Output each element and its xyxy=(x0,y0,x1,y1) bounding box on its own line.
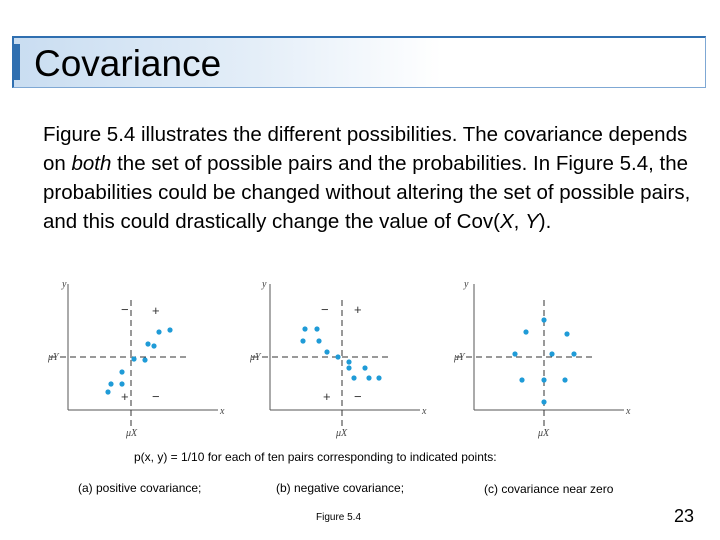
mu-y-label: μY xyxy=(249,352,262,363)
data-point xyxy=(167,327,173,333)
mu-x-label: μX xyxy=(537,428,550,439)
data-point xyxy=(145,341,151,347)
data-point xyxy=(562,377,568,383)
data-point xyxy=(523,329,529,335)
x-axis-label: x xyxy=(421,406,427,417)
caption-b: (b) negative covariance; xyxy=(276,481,405,495)
figure-b-plot: y x μY μX − + + − xyxy=(249,279,427,439)
sign-top-left: − xyxy=(321,302,329,317)
sign-top-right: + xyxy=(354,302,362,317)
paragraph-end: ). xyxy=(538,210,552,233)
data-point xyxy=(541,399,547,405)
x-axis-label: x xyxy=(219,406,225,417)
figure-c-plot: y x μY μX xyxy=(453,279,631,439)
y-axis-label: y xyxy=(463,279,469,290)
data-point xyxy=(108,381,114,387)
data-point xyxy=(571,351,577,357)
sign-bottom-right: − xyxy=(354,389,362,404)
paragraph-emphasis: both xyxy=(71,152,112,175)
data-point xyxy=(142,357,148,363)
data-point xyxy=(541,377,547,383)
var-x: X xyxy=(499,210,514,233)
sign-top-left: − xyxy=(121,302,129,317)
paragraph-part-1: Figure 5.4 illustrates the different pos… xyxy=(43,123,688,175)
page-number: 23 xyxy=(674,506,695,526)
paragraph-part-2: the set of possible pairs and the probab… xyxy=(43,152,691,233)
data-point xyxy=(156,329,162,335)
figure-b-negative-covariance: y x μY μX − + + − xyxy=(248,276,448,444)
data-points xyxy=(300,326,382,381)
data-point xyxy=(300,338,306,344)
data-point xyxy=(549,351,555,357)
data-point xyxy=(119,381,125,387)
caption-a: (a) positive covariance; xyxy=(78,481,202,495)
data-points xyxy=(105,327,173,395)
paragraph-sep: , xyxy=(513,210,526,233)
data-point xyxy=(366,375,372,381)
slide-title: Covariance xyxy=(34,43,222,84)
data-point xyxy=(541,317,547,323)
title-accent-bar xyxy=(12,44,20,80)
title-bar xyxy=(12,36,706,88)
data-point xyxy=(335,354,341,360)
data-point xyxy=(346,359,352,365)
mu-x-label: μX xyxy=(335,428,348,439)
mu-y-label: μY xyxy=(47,352,60,363)
mu-x-label: μX xyxy=(125,428,138,439)
data-point xyxy=(351,375,357,381)
sign-bottom-right: − xyxy=(152,389,160,404)
data-point xyxy=(314,326,320,332)
var-y: Y xyxy=(525,210,539,233)
figure-caption: p(x, y) = 1/10 for each of ten pairs cor… xyxy=(134,450,497,464)
data-point xyxy=(324,349,330,355)
x-axis-label: x xyxy=(625,406,631,417)
figure-c-covariance-near-zero: y x μY μX xyxy=(452,276,652,444)
sign-bottom-left: + xyxy=(323,389,331,404)
body-paragraph: Figure 5.4 illustrates the different pos… xyxy=(43,120,693,236)
data-point xyxy=(119,369,125,375)
sign-top-right: + xyxy=(152,303,160,318)
data-points xyxy=(512,317,577,405)
mu-y-label: μY xyxy=(453,352,466,363)
data-point xyxy=(316,338,322,344)
data-point xyxy=(512,351,518,357)
data-point xyxy=(346,365,352,371)
figure-a-plot: y x μY μX − + + − xyxy=(47,279,225,439)
data-point xyxy=(302,326,308,332)
figure-a-positive-covariance: y x μY μX − + + − xyxy=(46,276,246,444)
y-axis-label: y xyxy=(61,279,67,290)
figure-label: Figure 5.4 xyxy=(316,512,362,523)
data-point xyxy=(131,356,137,362)
data-point xyxy=(519,377,525,383)
data-point xyxy=(151,343,157,349)
data-point xyxy=(376,375,382,381)
caption-c: (c) covariance near zero xyxy=(484,482,614,496)
data-point xyxy=(105,389,111,395)
data-point xyxy=(564,331,570,337)
sign-bottom-left: + xyxy=(121,389,129,404)
data-point xyxy=(362,365,368,371)
y-axis-label: y xyxy=(261,279,267,290)
